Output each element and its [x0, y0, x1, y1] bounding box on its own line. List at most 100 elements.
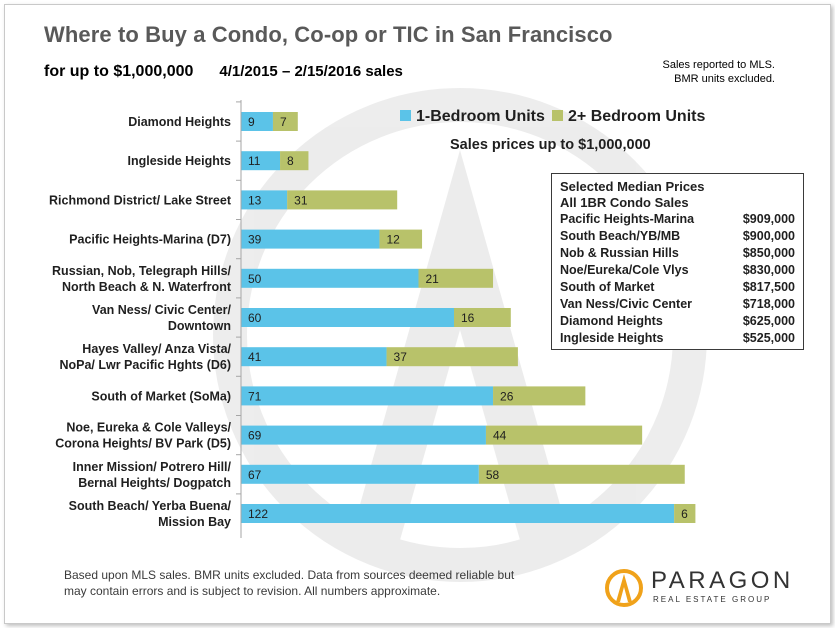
bar-1br-8 [241, 425, 486, 445]
logo-wordmark: PARAGON [651, 567, 794, 594]
category-label-6-1: NoPa/ Lwr Pacific Hghts (D6) [59, 358, 231, 372]
label-1br-8: 69 [248, 429, 262, 443]
median-price: $850,000 [742, 246, 795, 260]
label-1br-3: 39 [248, 233, 262, 247]
legend-label-2br: 2+ Bedroom Units [568, 108, 705, 125]
label-1br-2: 13 [248, 193, 262, 207]
category-label-8-1: Corona Heights/ BV Park (D5) [55, 437, 231, 451]
bar-2br-10 [674, 504, 696, 523]
median-area: Ingleside Heights [560, 331, 664, 345]
label-1br-1: 11 [248, 154, 261, 168]
median-area: Van Ness/Civic Center [560, 297, 693, 311]
category-label-5-0: Van Ness/ Civic Center/ [92, 303, 231, 317]
category-label-10-1: Mission Bay [158, 515, 231, 529]
category-label-1-0: Ingleside Heights [128, 154, 232, 168]
bar-2br-2 [287, 190, 398, 210]
label-2br-8: 44 [493, 429, 507, 443]
bar-2br-7 [493, 386, 586, 406]
paragon-logo-icon [605, 569, 643, 607]
label-1br-10: 122 [248, 507, 268, 521]
category-label-9-0: Inner Mission/ Potrero Hill/ [73, 460, 232, 474]
median-price: $817,500 [742, 280, 795, 294]
median-price: $718,000 [742, 297, 795, 311]
category-label-8-0: Noe, Eureka & Cole Valleys/ [66, 421, 231, 435]
chart-subtitle: for up to $1,000,000 4/1/2015 – 2/15/2016… [44, 63, 403, 81]
mls-note-line-1: Sales reported to MLS. [662, 59, 775, 71]
label-1br-9: 67 [248, 468, 262, 482]
footer-line-2: may contain errors and is subject to rev… [64, 584, 441, 598]
median-row: Pacific Heights-Marina $909,000 [560, 211, 795, 228]
median-price: $525,000 [742, 331, 795, 345]
category-label-4-0: Russian, Nob, Telegraph Hills/ [52, 264, 231, 278]
subtitle-text: for up to $1,000,000 [44, 63, 194, 80]
legend: 1-Bedroom Units 2+ Bedroom Units [400, 108, 705, 125]
label-1br-6: 41 [248, 350, 262, 364]
bar-2br-6 [386, 347, 518, 367]
category-label-4-1: North Beach & N. Waterfront [62, 280, 232, 294]
label-2br-5: 16 [461, 311, 475, 325]
median-price: $625,000 [742, 314, 795, 328]
category-label-6-0: Hayes Valley/ Anza Vista/ [82, 342, 231, 356]
label-2br-2: 31 [294, 193, 308, 207]
label-1br-7: 71 [248, 389, 262, 403]
sales-price-note: Sales prices up to $1,000,000 [450, 137, 651, 153]
label-2br-3: 12 [386, 233, 400, 247]
footer-line-1: Based upon MLS sales. BMR units excluded… [64, 568, 515, 582]
median-row: South Beach/YB/MB $900,000 [560, 228, 795, 245]
bar-1br-0 [241, 112, 273, 131]
label-1br-5: 60 [248, 311, 262, 325]
category-label-3-0: Pacific Heights-Marina (D7) [69, 233, 231, 247]
bar-1br-10 [241, 504, 675, 523]
paragon-logo: PARAGON REAL ESTATE GROUP [603, 567, 803, 609]
bar-1br-7 [241, 386, 494, 406]
mls-note-line-2: BMR units excluded. [674, 73, 775, 85]
median-row: Van Ness/Civic Center $718,000 [560, 296, 795, 313]
label-2br-7: 26 [500, 389, 514, 403]
median-price: $909,000 [742, 212, 795, 226]
median-area: Pacific Heights-Marina [560, 212, 695, 226]
bar-2br-1 [280, 151, 309, 171]
bar-1br-3 [241, 229, 380, 249]
bar-1br-2 [241, 190, 288, 210]
bar-2br-4 [418, 268, 494, 288]
label-2br-1: 8 [287, 154, 294, 168]
legend-label-1br: 1-Bedroom Units [416, 108, 545, 125]
category-label-7-0: South of Market (SoMa) [91, 389, 231, 403]
median-row: Diamond Heights $625,000 [560, 313, 795, 330]
bar-2br-9 [478, 464, 685, 484]
bar-1br-4 [241, 268, 419, 288]
bar-1br-6 [241, 347, 387, 367]
bar-2br-5 [454, 308, 511, 327]
median-row: Ingleside Heights $525,000 [560, 330, 795, 347]
logo-tagline: REAL ESTATE GROUP [653, 595, 772, 604]
bar-1br-1 [241, 151, 281, 171]
label-2br-4: 21 [426, 272, 440, 286]
median-row: South of Market $817,500 [560, 279, 795, 296]
legend-swatch-1br [400, 110, 411, 121]
category-label-9-1: Bernal Heights/ Dogpatch [78, 476, 231, 490]
median-row: Noe/Eureka/Cole Vlys $830,000 [560, 262, 795, 279]
category-label-5-1: Downtown [168, 319, 231, 333]
median-prices-box: Selected Median Prices All 1BR Condo Sal… [551, 173, 804, 350]
bar-1br-9 [241, 464, 479, 484]
label-2br-10: 6 [681, 507, 688, 521]
label-1br-4: 50 [248, 272, 262, 286]
chart-title: Where to Buy a Condo, Co-op or TIC in Sa… [44, 22, 613, 47]
median-area: Diamond Heights [560, 314, 663, 328]
footer-disclaimer: Based upon MLS sales. BMR units excluded… [64, 567, 514, 599]
mls-note: Sales reported to MLS. BMR units exclude… [662, 58, 775, 86]
median-box-heading-1: Selected Median Prices [560, 179, 705, 194]
bar-1br-5 [241, 308, 454, 327]
median-area: Noe/Eureka/Cole Vlys [560, 263, 689, 277]
median-area: Nob & Russian Hills [560, 246, 679, 260]
median-price: $830,000 [742, 263, 795, 277]
label-1br-0: 9 [248, 115, 255, 129]
median-area: South Beach/YB/MB [560, 229, 681, 243]
median-area: South of Market [560, 280, 655, 294]
category-label-10-0: South Beach/ Yerba Buena/ [69, 499, 232, 513]
category-label-0-0: Diamond Heights [128, 115, 231, 129]
legend-swatch-2br [552, 110, 563, 121]
bar-2br-8 [485, 425, 643, 445]
median-box-heading-2: All 1BR Condo Sales [560, 195, 689, 210]
